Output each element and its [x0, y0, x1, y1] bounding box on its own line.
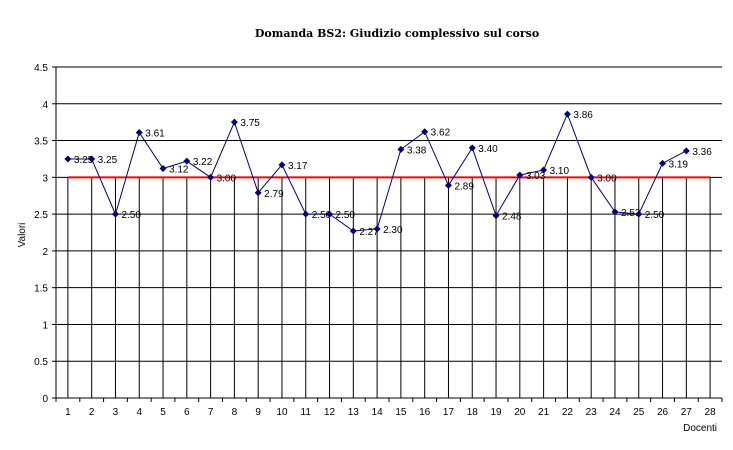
x-tick-label: 7 [208, 407, 214, 418]
data-label: 2.50 [336, 210, 356, 221]
data-label: 2.50 [645, 210, 665, 221]
x-tick-label: 21 [538, 407, 550, 418]
data-point [111, 210, 119, 218]
data-point [563, 110, 571, 118]
x-tick-label: 1 [65, 407, 71, 418]
data-point [659, 159, 667, 167]
x-tick-label: 25 [633, 407, 645, 418]
data-point [682, 147, 690, 155]
y-tick-label: 0.5 [34, 357, 48, 368]
x-tick-label: 13 [348, 407, 360, 418]
data-label: 3.25 [98, 155, 118, 166]
data-label: 2.48 [502, 212, 522, 223]
data-point [444, 181, 452, 189]
data-point [611, 208, 619, 216]
y-tick-label: 1.5 [34, 284, 48, 295]
y-tick-label: 2.5 [34, 210, 48, 221]
data-label: 3.00 [597, 173, 617, 184]
x-tick-label: 18 [467, 407, 479, 418]
y-tick-label: 4.5 [34, 63, 48, 74]
y-tick-label: 4 [42, 100, 48, 111]
x-tick-label: 23 [586, 407, 598, 418]
x-tick-label: 12 [324, 407, 336, 418]
data-point [468, 144, 476, 152]
data-label: 3.75 [240, 118, 260, 129]
data-label: 3.86 [573, 110, 593, 121]
chart-title: Domanda BS2: Giudizio complessivo sul co… [255, 27, 539, 40]
y-tick-label: 0 [42, 394, 48, 405]
x-tick-label: 3 [113, 407, 119, 418]
data-point [183, 157, 191, 165]
data-label: 3.38 [407, 145, 427, 156]
data-label: 2.50 [312, 210, 332, 221]
data-point [159, 165, 167, 173]
data-label: 3.17 [288, 161, 308, 172]
data-label: 3.12 [169, 165, 189, 176]
data-point [516, 171, 524, 179]
data-point [135, 128, 143, 136]
x-tick-label: 28 [705, 407, 717, 418]
data-label: 2.53 [621, 208, 641, 219]
data-point [421, 128, 429, 136]
x-tick-label: 16 [419, 407, 431, 418]
x-tick-label: 20 [514, 407, 526, 418]
data-label: 3.10 [550, 166, 570, 177]
data-point [64, 155, 72, 163]
x-tick-label: 4 [136, 407, 142, 418]
x-tick-label: 24 [609, 407, 621, 418]
data-point [587, 173, 595, 181]
y-tick-label: 1 [42, 320, 48, 331]
y-tick-label: 2 [42, 247, 48, 258]
data-point [397, 145, 405, 153]
x-axis-label: Docenti [683, 423, 717, 434]
x-tick-label: 11 [301, 407, 312, 418]
data-point [635, 210, 643, 218]
data-label: 3.22 [193, 157, 213, 168]
data-label: 3.61 [145, 128, 165, 139]
data-label: 3.19 [669, 159, 689, 170]
x-tick-label: 22 [562, 407, 574, 418]
x-tick-label: 26 [657, 407, 669, 418]
data-point [278, 161, 286, 169]
x-tick-label: 15 [395, 407, 407, 418]
data-point [88, 155, 96, 163]
x-tick-label: 6 [184, 407, 190, 418]
x-tick-label: 10 [276, 407, 288, 418]
x-tick-label: 17 [443, 407, 455, 418]
data-point [302, 210, 310, 218]
data-label: 3.62 [431, 128, 451, 139]
data-point [207, 173, 215, 181]
data-point [230, 118, 238, 126]
x-tick-label: 9 [255, 407, 261, 418]
y-tick-label: 3.5 [34, 137, 48, 148]
data-label: 3.25 [74, 155, 94, 166]
data-label: 2.79 [264, 189, 284, 200]
data-point [492, 212, 500, 220]
data-label: 2.50 [121, 210, 141, 221]
data-label: 3.40 [478, 144, 498, 155]
x-tick-label: 19 [490, 407, 502, 418]
x-tick-label: 2 [89, 407, 95, 418]
x-tick-label: 14 [372, 407, 384, 418]
data-point [326, 210, 334, 218]
y-axis-label: Valori [17, 223, 28, 248]
x-tick-label: 8 [232, 407, 238, 418]
x-tick-label: 27 [681, 407, 693, 418]
data-label: 3.36 [692, 147, 712, 158]
data-label: 3.03 [526, 171, 546, 182]
y-tick-label: 3 [42, 173, 48, 184]
data-point [254, 189, 262, 197]
data-point [373, 225, 381, 233]
data-label: 3.00 [217, 173, 237, 184]
data-label: 2.89 [454, 181, 474, 192]
x-tick-label: 5 [160, 407, 166, 418]
data-label: 2.27 [359, 227, 379, 238]
data-label: 2.30 [383, 225, 403, 236]
data-point [349, 227, 357, 235]
data-point [540, 166, 548, 174]
